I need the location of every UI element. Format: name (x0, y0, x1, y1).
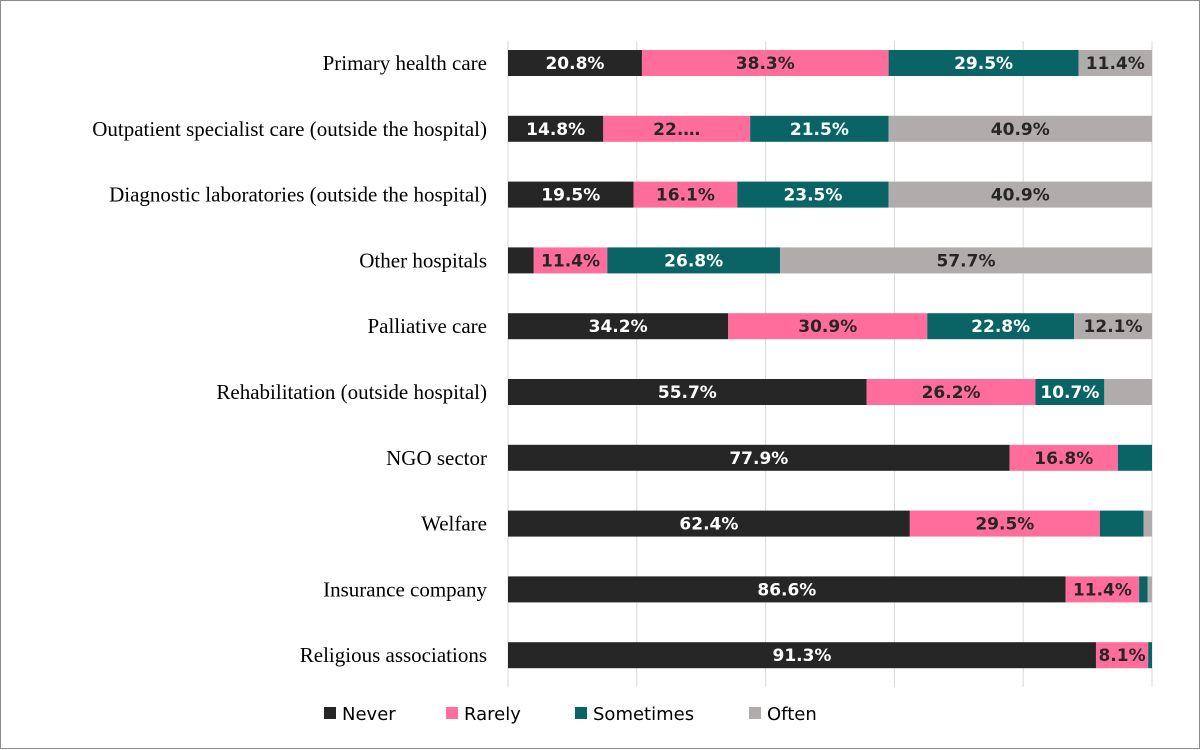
data-label: 11.4% (1086, 54, 1145, 74)
bar-segment-rarely (1065, 576, 1140, 603)
category-label: Primary health care (323, 51, 487, 75)
data-label: 16.1% (656, 186, 715, 206)
bar-segment-often (888, 115, 1152, 142)
bar-segment-rarely (909, 510, 1100, 537)
bar-segment-often (1104, 379, 1152, 405)
bar-segment-never (508, 379, 867, 405)
data-label: 8.1% (1098, 646, 1145, 666)
bar-segment-often (780, 247, 1152, 274)
bar-segment-never (508, 50, 642, 76)
bar-segment-sometimes (1099, 510, 1144, 537)
data-label: 38.3% (736, 54, 795, 74)
category-label: Insurance company (323, 577, 487, 601)
bar-segment-never (508, 313, 729, 340)
data-label: 40.9% (991, 186, 1050, 206)
category-label: Welfare (421, 512, 487, 536)
category-label: Rehabilitation (outside hospital) (216, 380, 487, 404)
legend-label: Often (767, 704, 817, 725)
legend-label: Sometimes (593, 704, 694, 725)
bar-segment-often (1074, 313, 1152, 340)
category-label: Diagnostic laboratories (outside the hos… (109, 183, 487, 207)
legend-swatch-sometimes (575, 707, 587, 719)
data-label: 22.… (653, 120, 700, 140)
bar-segment-never (508, 444, 1010, 471)
legend-swatch-never (324, 707, 336, 719)
data-label: 55.7% (658, 383, 717, 403)
data-label: 19.5% (541, 186, 600, 206)
data-label: 40.9% (991, 120, 1050, 140)
data-label: 20.8% (545, 54, 604, 74)
bar-segment-never (508, 642, 1096, 669)
bar-segment-sometimes (1148, 642, 1152, 669)
bar-segment-often (1078, 50, 1152, 76)
bar-segment-sometimes (750, 115, 889, 142)
category-label: Religious associations (300, 643, 487, 667)
data-label: 14.8% (526, 120, 585, 140)
data-label: 26.2% (922, 383, 981, 403)
bar-segment-rarely (533, 247, 608, 274)
bar-segment-often (1147, 576, 1152, 603)
bar-segment-sometimes (737, 181, 889, 208)
bar-segment-rarely (866, 379, 1036, 405)
data-label: 23.5% (783, 186, 842, 206)
bar-segment-never (508, 115, 604, 142)
legend-label: Rarely (464, 704, 521, 725)
bar-segment-rarely (1009, 444, 1118, 471)
bar-segment-sometimes (1117, 444, 1152, 471)
data-label: 10.7% (1040, 383, 1099, 403)
bar-segment-rarely (603, 115, 751, 142)
data-label: 34.2% (589, 317, 648, 337)
data-label: 26.8% (664, 251, 723, 271)
data-label: 11.4% (541, 251, 600, 271)
bar-segment-rarely (728, 313, 928, 340)
data-label: 30.9% (798, 317, 857, 337)
bar-segment-rarely (1095, 642, 1149, 669)
data-label: 29.5% (975, 515, 1034, 535)
bar-segment-rarely (641, 50, 889, 76)
legend-label: Never (342, 704, 396, 725)
data-label: 29.5% (954, 54, 1013, 74)
bar-segment-often (1143, 510, 1152, 537)
data-label: 22.8% (971, 317, 1030, 337)
bar-segment-sometimes (927, 313, 1075, 340)
data-label: 91.3% (772, 646, 831, 666)
data-label: 11.4% (1073, 580, 1132, 600)
data-label: 62.4% (679, 515, 738, 535)
bar-segment-sometimes (888, 50, 1079, 76)
category-label: Outpatient specialist care (outside the … (92, 117, 487, 141)
bar-segment-sometimes (1139, 576, 1148, 603)
bar-segment-rarely (633, 181, 738, 208)
data-label: 16.8% (1034, 449, 1093, 469)
bar-segment-never (508, 576, 1066, 603)
data-label: 12.1% (1084, 317, 1143, 337)
bar-segment-sometimes (607, 247, 781, 274)
legend-swatch-rarely (446, 707, 458, 719)
category-label: NGO sector (386, 446, 487, 470)
bar-segment-never (508, 510, 910, 537)
bar-segment-never (508, 247, 534, 274)
data-label: 57.7% (937, 251, 996, 271)
data-label: 86.6% (757, 580, 816, 600)
bar-segment-never (508, 181, 634, 208)
category-label: Palliative care (367, 314, 487, 338)
category-label: Other hospitals (359, 248, 487, 272)
bar-segment-sometimes (1035, 379, 1105, 405)
legend-swatch-often (749, 707, 761, 719)
bar-segment-often (888, 181, 1152, 208)
data-label: 77.9% (729, 449, 788, 469)
data-label: 21.5% (790, 120, 849, 140)
